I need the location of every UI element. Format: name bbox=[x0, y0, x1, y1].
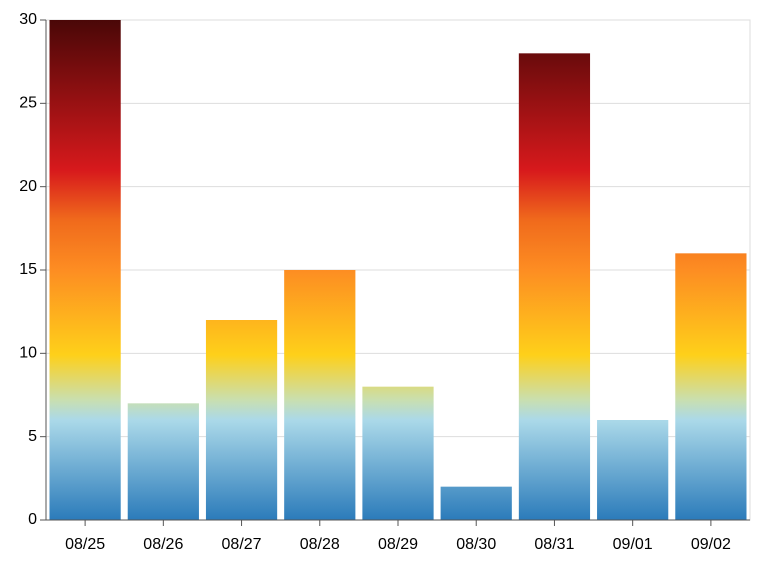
bar bbox=[440, 486, 512, 520]
x-tick-label: 08/26 bbox=[143, 536, 183, 553]
bar bbox=[49, 20, 121, 520]
y-tick-label: 25 bbox=[19, 95, 37, 112]
bar bbox=[127, 403, 199, 520]
bar bbox=[205, 320, 278, 520]
x-tick-label: 08/31 bbox=[534, 536, 574, 553]
bar bbox=[597, 420, 669, 520]
x-tick-label: 09/01 bbox=[613, 536, 653, 553]
x-tick-label: 08/30 bbox=[456, 536, 496, 553]
x-tick-label: 09/02 bbox=[691, 536, 731, 553]
x-tick-label: 08/28 bbox=[300, 536, 340, 553]
y-tick-label: 20 bbox=[19, 178, 37, 195]
y-tick-label: 10 bbox=[19, 345, 37, 362]
y-tick-label: 0 bbox=[28, 511, 37, 528]
y-tick-label: 5 bbox=[28, 428, 37, 445]
bar bbox=[284, 270, 356, 520]
bar bbox=[675, 253, 747, 521]
x-tick-label: 08/27 bbox=[222, 536, 262, 553]
x-tick-label: 08/25 bbox=[65, 536, 105, 553]
bar bbox=[362, 386, 434, 520]
y-tick-label: 30 bbox=[19, 11, 37, 28]
bar bbox=[518, 53, 591, 520]
x-tick-label: 08/29 bbox=[378, 536, 418, 553]
y-tick-label: 15 bbox=[19, 261, 37, 278]
